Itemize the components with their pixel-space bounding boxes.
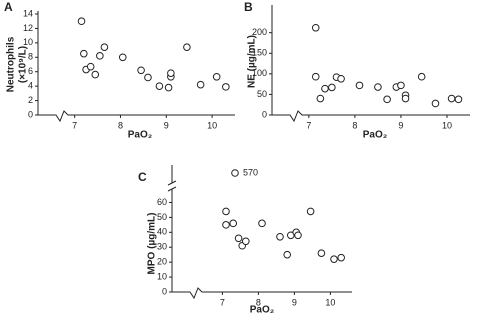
data-point [321,84,329,93]
data-point [401,94,410,103]
x-axis [172,287,352,300]
x-tick-label: 10 [442,120,452,130]
data-point [212,72,221,81]
y-tick-label: 200 [252,27,267,37]
y-tick-label: 30 [157,242,167,252]
data-point [306,207,315,216]
data-point [183,43,191,51]
y-tick-label: 150 [252,48,267,58]
data-point [283,250,292,259]
data-point [311,23,320,32]
y-axis-label: MPO (µg/mL) [147,213,158,275]
y-axis-label: Neutrophils [6,36,17,92]
data-point [86,62,95,71]
axis-break [167,180,177,192]
data-point [100,43,109,51]
data-point [77,17,86,26]
y-tick-label: 0 [28,109,33,119]
x-tick-label: 7 [306,120,311,130]
data-point [330,255,338,263]
data-point [229,219,237,228]
data-point [196,80,205,89]
data-point [222,83,230,91]
data-point [383,95,391,104]
y-axis-label: NE (µg/mL) [247,35,258,88]
y-tick-label: 50 [257,89,267,99]
x-axis [38,110,235,123]
data-point [167,69,175,77]
y-tick-label: 50 [157,212,167,222]
y-tick-label: 20 [157,257,167,267]
data-point [258,219,266,228]
panel-label: A [4,0,13,14]
x-tick-label: 8 [352,120,357,130]
y-tick-label: 14 [23,8,33,18]
y-tick-label: 60 [157,197,167,207]
panel-label: C [138,170,147,184]
data-point [222,221,230,229]
data-point [337,74,345,83]
data-point [137,66,145,75]
data-point [328,83,336,92]
x-tick-label: 10 [207,120,217,130]
data-label: 570 [243,167,258,177]
x-tick-label: 7 [72,120,77,130]
data-point [80,49,88,58]
x-tick-label: 9 [292,297,297,307]
x-axis [272,110,470,123]
data-point [294,231,302,240]
data-point [276,232,284,241]
x-axis-label: PaO₂ [250,305,274,316]
y-tick-label: 4 [28,81,33,91]
data-point [355,81,364,90]
data-point [317,249,326,257]
data-point [431,99,440,108]
y-tick-label: 6 [28,66,33,76]
x-axis-label: PaO₂ [363,130,387,141]
data-point [311,72,320,81]
x-tick-label: 9 [164,120,169,130]
y-tick-label: 0 [162,286,167,296]
y-tick-label: 0 [262,109,267,119]
y-tick-label: 10 [157,271,167,281]
data-point [454,95,463,104]
data-point [155,82,164,90]
data-point [164,83,173,92]
x-tick-label: 8 [118,120,123,130]
y-tick-label: 100 [252,68,267,78]
data-point [234,234,243,243]
x-tick-label: 8 [256,297,261,307]
y-tick-label: 8 [28,52,33,62]
data-point [447,94,456,103]
data-point [222,207,230,216]
y-tick-label: 12 [23,23,33,33]
data-point [337,253,346,262]
data-point [316,94,325,103]
y-tick-label: 2 [28,95,33,105]
data-point [374,83,382,91]
data-point [96,52,104,60]
data-point [397,81,405,90]
data-point [242,237,250,246]
x-tick-label: 9 [398,120,403,130]
data-point [118,53,127,62]
data-point [417,72,426,81]
panel-label: B [244,0,253,14]
data-point [231,169,239,177]
x-axis-label: PaO₂ [128,130,152,141]
x-tick-label: 7 [220,297,225,307]
y-axis-label: (×10⁹/L) [18,46,29,83]
data-point [144,73,152,82]
y-tick-label: 40 [157,227,167,237]
y-tick-label: 10 [23,37,33,47]
data-point [91,70,100,79]
x-tick-label: 10 [325,297,335,307]
